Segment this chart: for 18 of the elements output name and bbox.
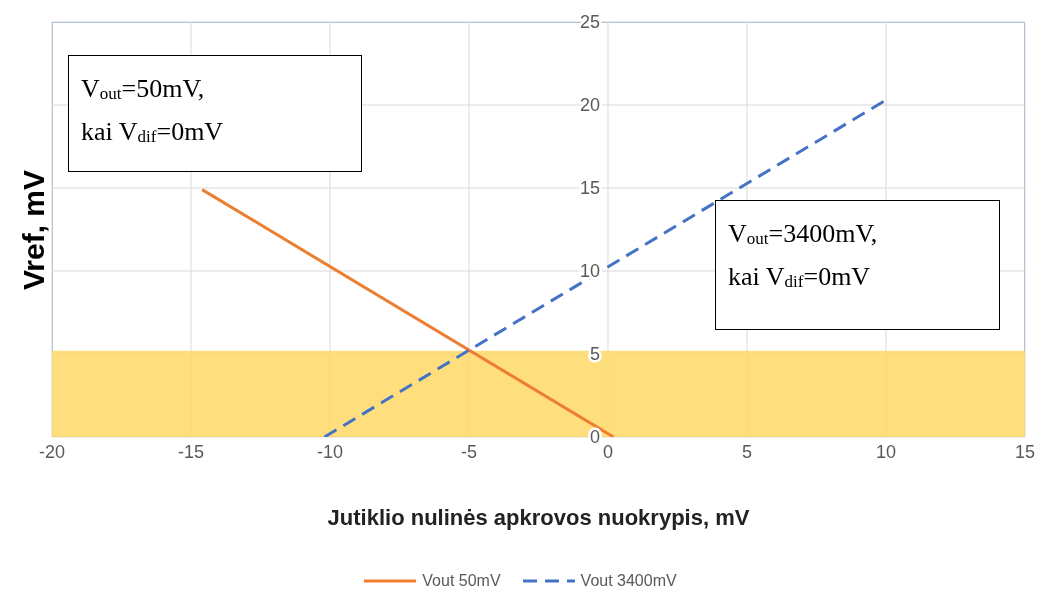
x-axis-title: Jutiklio nulinės apkrovos nuokrypis, mV	[326, 505, 751, 531]
y-tick-label: 25	[579, 12, 600, 32]
legend-label: Vout 50mV	[422, 572, 501, 590]
legend-label: Vout 3400mV	[580, 572, 677, 590]
y-tick-label: 15	[579, 178, 600, 198]
x-tick-label: -20	[38, 441, 66, 462]
x-tick-label: 15	[1014, 441, 1036, 462]
y-tick-label: 10	[579, 261, 600, 281]
x-tick-label: 0	[602, 441, 614, 462]
x-tick-label: -15	[177, 441, 205, 462]
x-tick-label: -10	[316, 441, 344, 462]
x-tick-label: 5	[741, 441, 753, 462]
note-box: V$_{out}$=3400mV, kai V$_{dif}$=0mV	[715, 200, 1000, 330]
y-tick-label: 20	[579, 95, 600, 115]
x-tick-label: 10	[875, 441, 897, 462]
x-tick-label: -5	[460, 441, 478, 462]
y-axis-title: Vref, mV	[17, 169, 51, 291]
note-box: V$_{out}$=50mV, kai V$_{dif}$=0mV	[68, 55, 362, 172]
